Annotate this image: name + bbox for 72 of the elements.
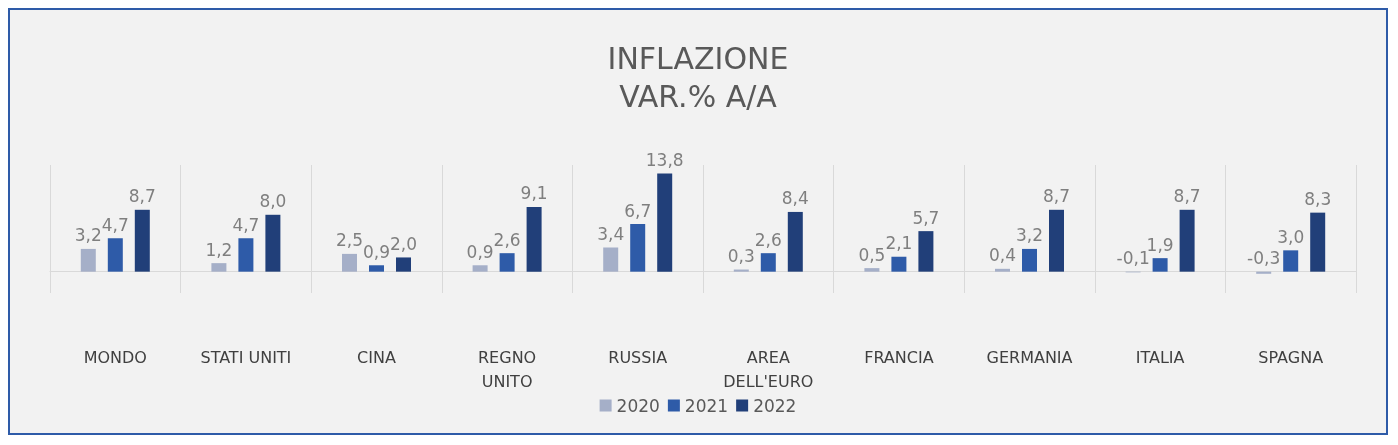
legend-label: 2020	[616, 395, 660, 416]
data-label: 6,7	[624, 200, 652, 221]
bar	[918, 231, 934, 272]
x-tick-label: CINA	[357, 347, 396, 367]
bar	[526, 206, 542, 272]
data-label: -0,3	[1247, 248, 1281, 269]
bar	[238, 238, 254, 272]
data-label: 5,7	[912, 207, 940, 228]
bar	[369, 265, 384, 272]
x-tick-label: REGNO UNITO	[478, 347, 537, 391]
data-label: 8,0	[259, 191, 287, 212]
bar	[995, 268, 1010, 272]
bar	[864, 268, 880, 272]
chart-subtitle: VAR.% A/A	[619, 78, 778, 114]
bar	[760, 253, 776, 272]
x-tick-label: ITALIA	[1135, 347, 1185, 367]
data-label: 3,4	[597, 223, 625, 244]
bar	[891, 256, 907, 272]
x-tick-label: SPAGNA	[1258, 347, 1324, 367]
bar	[80, 248, 96, 272]
bar	[1152, 258, 1168, 272]
bar	[396, 257, 411, 272]
bar	[630, 224, 646, 272]
data-label: 0,9	[362, 241, 391, 262]
bar	[1256, 271, 1272, 274]
bar	[1179, 209, 1195, 272]
bar	[1049, 209, 1064, 272]
data-label: 4,7	[101, 214, 129, 235]
bar	[1310, 212, 1326, 272]
data-label: 8,7	[128, 186, 156, 207]
data-label: 13,8	[645, 150, 684, 171]
x-tick-label: FRANCIA	[864, 347, 934, 367]
bar	[211, 263, 227, 272]
x-tick-label: RUSSIA	[608, 347, 668, 367]
data-label: 3,2	[1015, 225, 1044, 246]
bar	[1283, 250, 1299, 272]
chart-title: INFLAZIONE	[607, 40, 789, 76]
data-label: 8,7	[1173, 186, 1201, 207]
data-label: 3,0	[1277, 226, 1305, 247]
bar	[107, 238, 123, 272]
bar	[1022, 248, 1037, 272]
data-label: 8,4	[781, 188, 809, 209]
data-label: 9,1	[520, 183, 548, 204]
data-label: 8,3	[1304, 189, 1332, 210]
legend-label: 2022	[753, 395, 797, 416]
bar	[603, 247, 619, 272]
data-label: 4,7	[232, 214, 260, 235]
data-label: 8,7	[1042, 186, 1071, 207]
data-label: 2,0	[389, 233, 418, 254]
x-tick-label: GERMANIA	[986, 347, 1073, 367]
x-tick-label: STATI UNITI	[200, 347, 292, 367]
data-label: 0,9	[466, 241, 494, 262]
data-label: 2,6	[754, 229, 782, 250]
data-label: 0,4	[988, 245, 1017, 266]
bar	[787, 211, 803, 272]
legend-label: 2021	[684, 395, 729, 416]
bar	[265, 214, 281, 272]
x-tick-label: MONDO	[83, 347, 147, 367]
bar	[342, 253, 357, 272]
x-tick-label: AREA DELL'EURO	[723, 347, 814, 391]
data-label: 2,1	[885, 233, 913, 254]
bar	[472, 265, 488, 272]
data-label: 2,5	[335, 230, 364, 251]
data-label: 0,3	[727, 246, 755, 267]
data-label: 2,6	[493, 229, 521, 250]
data-label: 0,5	[858, 244, 886, 265]
bar	[657, 173, 673, 272]
bar	[134, 209, 150, 272]
bar	[733, 269, 749, 272]
data-label: 3,2	[74, 225, 102, 246]
bar	[499, 253, 515, 272]
data-label: 1,2	[205, 239, 233, 260]
